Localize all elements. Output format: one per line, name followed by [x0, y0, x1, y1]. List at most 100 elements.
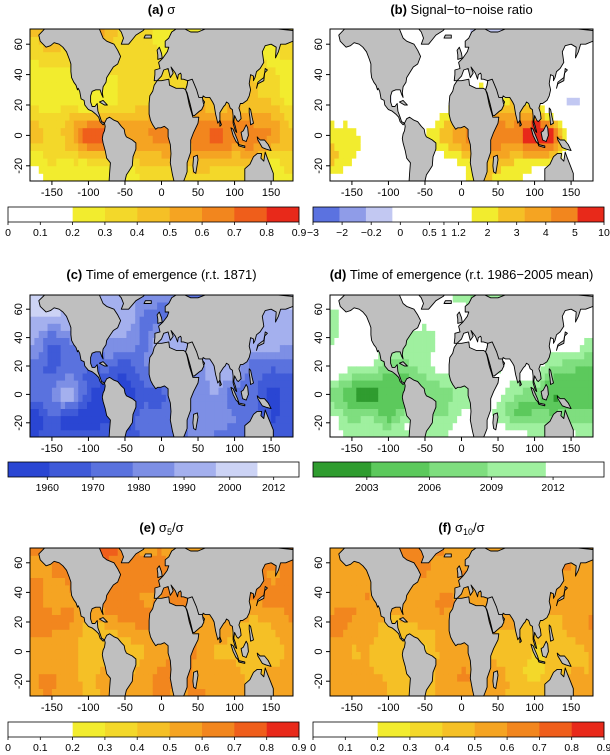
heatmap-cell — [571, 97, 576, 106]
heatmap-cell — [571, 51, 576, 60]
panel-title-text: σ — [167, 2, 175, 17]
heatmap-cell — [38, 67, 44, 75]
heatmap-cell — [544, 408, 550, 417]
heatmap-cell — [536, 408, 541, 417]
heatmap-cell — [122, 366, 127, 374]
heatmap-cell — [360, 120, 366, 129]
heatmap-cell — [271, 408, 276, 417]
heatmap-cell — [426, 173, 432, 181]
heatmap-cell — [330, 422, 335, 431]
heatmap-cell — [439, 59, 445, 68]
heatmap-cell — [562, 127, 568, 136]
heatmap-cell — [288, 344, 293, 353]
y-tick-label: 40 — [313, 68, 325, 80]
heatmap-cell — [284, 422, 290, 431]
x-tick-label: -100 — [377, 187, 399, 199]
heatmap-cell — [275, 67, 281, 75]
heatmap-cell — [408, 295, 414, 303]
heatmap-cell — [553, 82, 559, 91]
heatmap-cell — [343, 173, 348, 181]
heatmap-cell — [209, 105, 215, 113]
heatmap-cell — [130, 135, 136, 144]
heatmap-cell — [343, 401, 348, 409]
heatmap-cell — [157, 408, 162, 417]
heatmap-cell — [56, 165, 62, 174]
heatmap-cell — [266, 150, 272, 159]
heatmap-cell — [236, 135, 241, 144]
heatmap-cell — [30, 173, 35, 181]
heatmap-cell — [426, 323, 432, 331]
heatmap-cell — [143, 158, 149, 167]
heatmap-cell — [443, 173, 449, 181]
heatmap-cell — [443, 150, 449, 159]
heatmap-cell — [143, 394, 149, 402]
heatmap-cell — [566, 358, 572, 367]
heatmap-cell — [571, 59, 576, 68]
heatmap-cell — [227, 158, 233, 167]
colorbar-tick-label: 10 — [598, 227, 610, 239]
heatmap-cell — [43, 135, 48, 144]
heatmap-cell — [148, 51, 154, 60]
heatmap-cell — [400, 165, 405, 174]
heatmap-cell — [356, 373, 362, 381]
heatmap-cell — [579, 97, 585, 106]
heatmap-cell — [214, 422, 219, 431]
heatmap-cell — [536, 135, 541, 144]
heatmap-cell — [465, 408, 471, 417]
heatmap-cell — [104, 29, 110, 37]
heatmap-cell — [369, 127, 375, 136]
heatmap-cell — [584, 120, 590, 129]
heatmap-cell — [553, 344, 559, 353]
heatmap-cell — [356, 316, 362, 324]
heatmap-cell — [347, 59, 353, 68]
heatmap-cell — [356, 59, 362, 68]
heatmap-cell — [47, 143, 53, 151]
heatmap-cell — [275, 120, 281, 129]
heatmap-cell — [330, 82, 335, 91]
heatmap-cell — [356, 44, 362, 53]
heatmap-cell — [275, 158, 281, 167]
heatmap-cell — [69, 373, 75, 381]
heatmap-cell — [584, 135, 590, 144]
heatmap-cell — [373, 380, 379, 388]
heatmap-cell — [540, 373, 546, 381]
heatmap-cell — [496, 173, 502, 181]
heatmap-cell — [509, 173, 515, 181]
colorbar-swatch — [445, 207, 473, 222]
heatmap-cell — [91, 135, 97, 144]
heatmap-cell — [165, 337, 171, 346]
heatmap-cell — [347, 358, 353, 367]
heatmap-cell — [365, 394, 370, 402]
heatmap-cell — [496, 415, 502, 424]
heatmap-cell — [457, 429, 462, 437]
panel-label: (c) — [66, 267, 86, 282]
heatmap-cell — [288, 394, 293, 402]
heatmap-cell — [395, 387, 401, 395]
heatmap-cell — [338, 337, 344, 346]
heatmap-cell — [47, 74, 53, 83]
heatmap-cell — [562, 366, 568, 374]
heatmap-cell — [86, 127, 92, 136]
heatmap-cell — [439, 422, 445, 431]
heatmap-cell — [588, 67, 593, 75]
heatmap-cell — [457, 29, 462, 37]
heatmap-cell — [369, 165, 375, 174]
heatmap-cell — [126, 429, 132, 437]
heatmap-cell — [143, 302, 149, 310]
heatmap-cell — [148, 74, 154, 83]
heatmap-cell — [579, 429, 585, 437]
heatmap-cell — [413, 29, 419, 37]
heatmap-cell — [562, 135, 568, 144]
heatmap-cell — [122, 67, 127, 75]
heatmap-cell — [579, 165, 585, 174]
heatmap-cell — [47, 401, 53, 409]
heatmap-cell — [249, 408, 254, 417]
heatmap-cell — [244, 373, 250, 381]
heatmap-cell — [395, 401, 401, 409]
heatmap-cell — [152, 59, 158, 68]
heatmap-cell — [86, 135, 92, 144]
heatmap-cell — [557, 358, 563, 367]
heatmap-cell — [575, 165, 581, 174]
heatmap-cell — [165, 74, 171, 83]
heatmap-cell — [271, 59, 276, 68]
